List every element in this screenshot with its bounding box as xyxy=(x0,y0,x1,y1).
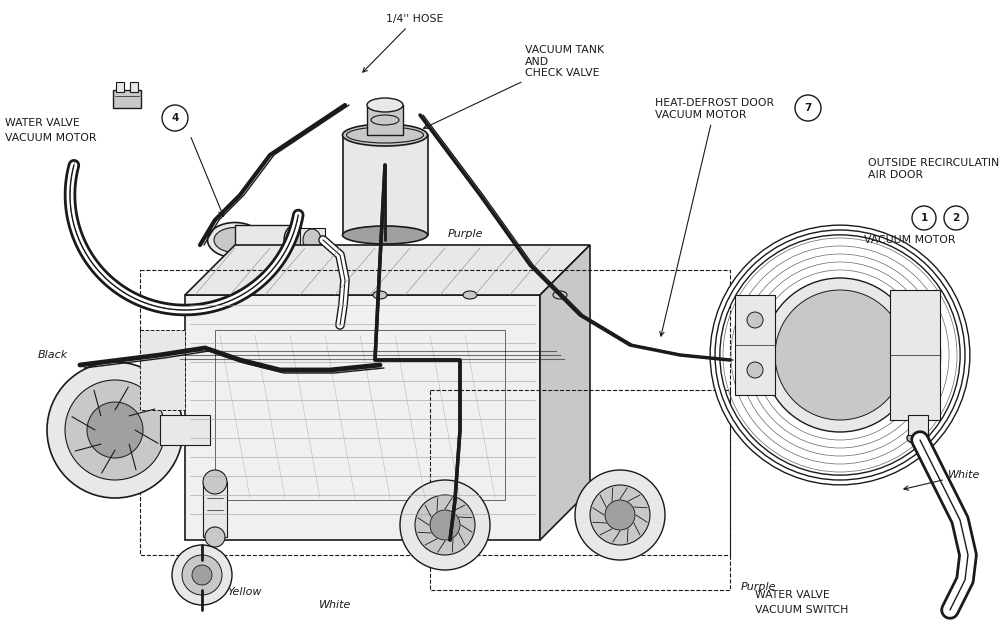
Circle shape xyxy=(47,362,183,498)
Circle shape xyxy=(912,206,936,230)
Ellipse shape xyxy=(342,226,428,244)
Text: Black: Black xyxy=(38,350,68,360)
Ellipse shape xyxy=(303,229,321,251)
Ellipse shape xyxy=(909,425,927,435)
Text: HEAT-DEFROST DOOR
VACUUM MOTOR: HEAT-DEFROST DOOR VACUUM MOTOR xyxy=(655,98,774,336)
Text: VACUUM MOTOR: VACUUM MOTOR xyxy=(5,133,96,143)
Circle shape xyxy=(203,470,227,494)
Bar xyxy=(215,330,505,500)
Text: 1: 1 xyxy=(920,213,928,223)
Circle shape xyxy=(192,565,212,585)
Text: VACUUM SWITCH: VACUUM SWITCH xyxy=(755,605,848,615)
Text: WATER VALVE: WATER VALVE xyxy=(5,118,80,128)
Ellipse shape xyxy=(367,98,403,112)
Text: 1/4'' HOSE: 1/4'' HOSE xyxy=(363,14,444,72)
Bar xyxy=(116,82,124,92)
Circle shape xyxy=(415,495,475,555)
Bar xyxy=(367,105,403,135)
Circle shape xyxy=(205,527,225,547)
Bar xyxy=(300,228,325,252)
Circle shape xyxy=(182,555,222,595)
Bar xyxy=(908,415,928,435)
Ellipse shape xyxy=(463,291,477,299)
Circle shape xyxy=(795,95,821,121)
Ellipse shape xyxy=(208,222,262,258)
Circle shape xyxy=(575,470,665,560)
Circle shape xyxy=(87,402,143,458)
Text: WATER VALVE: WATER VALVE xyxy=(755,590,830,600)
Circle shape xyxy=(763,278,917,432)
Bar xyxy=(203,482,227,537)
Ellipse shape xyxy=(214,227,256,253)
Ellipse shape xyxy=(907,432,929,444)
Text: OUTSIDE RECIRCULATING
AIR DOOR: OUTSIDE RECIRCULATING AIR DOOR xyxy=(868,158,1000,180)
Circle shape xyxy=(747,362,763,378)
Bar xyxy=(130,82,138,92)
Polygon shape xyxy=(540,245,590,540)
Text: Purple: Purple xyxy=(740,582,776,592)
Text: VACUUM MOTOR: VACUUM MOTOR xyxy=(864,235,956,245)
Text: 7: 7 xyxy=(804,103,812,113)
Ellipse shape xyxy=(284,225,306,255)
Text: 2: 2 xyxy=(952,213,960,223)
Circle shape xyxy=(65,380,165,480)
Ellipse shape xyxy=(342,124,428,146)
Circle shape xyxy=(590,485,650,545)
Bar xyxy=(160,415,210,445)
Circle shape xyxy=(747,312,763,328)
Circle shape xyxy=(775,290,905,420)
Bar xyxy=(735,295,775,395)
Polygon shape xyxy=(185,245,590,295)
Text: White: White xyxy=(904,470,980,490)
Circle shape xyxy=(605,500,635,530)
Text: White: White xyxy=(319,600,351,610)
Text: 4: 4 xyxy=(171,113,179,123)
Circle shape xyxy=(162,105,188,131)
Text: Purple: Purple xyxy=(447,229,483,239)
Bar xyxy=(235,225,295,255)
Bar xyxy=(140,330,185,410)
Circle shape xyxy=(430,510,460,540)
Text: Yellow: Yellow xyxy=(228,587,262,597)
Bar xyxy=(890,290,940,420)
Circle shape xyxy=(400,480,490,570)
Bar xyxy=(343,135,428,235)
Text: VACUUM TANK
AND
CHECK VALVE: VACUUM TANK AND CHECK VALVE xyxy=(424,45,604,129)
Polygon shape xyxy=(185,295,540,540)
Bar xyxy=(113,90,141,108)
Ellipse shape xyxy=(373,291,387,299)
Ellipse shape xyxy=(553,291,567,299)
Circle shape xyxy=(944,206,968,230)
Circle shape xyxy=(172,545,232,605)
